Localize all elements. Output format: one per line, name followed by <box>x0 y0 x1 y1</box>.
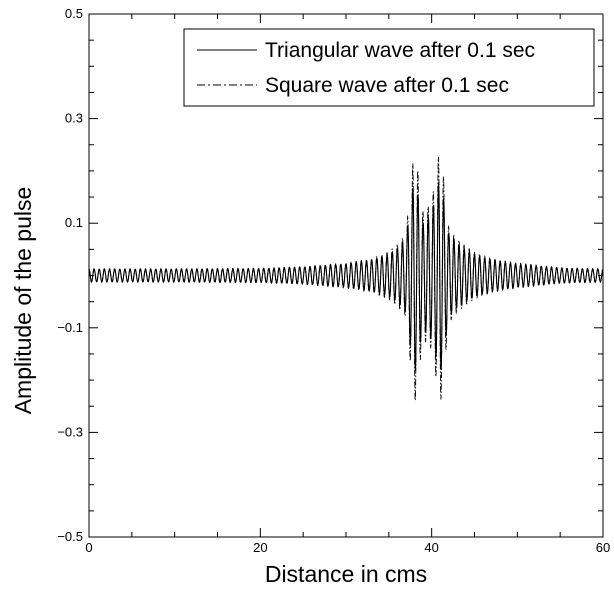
y-tick-label: −0.5 <box>57 529 83 544</box>
legend-box <box>183 28 595 107</box>
plot-area <box>88 156 604 401</box>
series-line-triangular <box>88 181 604 372</box>
legend: Triangular wave after 0.1 sec Square wav… <box>183 28 595 107</box>
y-axis-label: Amplitude of the pulse <box>10 187 36 415</box>
axes: 0 20 40 60 −0.5 −0.3 −0.1 0.1 0.3 0.5 <box>57 6 610 555</box>
x-tick-label: 20 <box>253 540 267 555</box>
y-tick-label: −0.3 <box>57 424 83 439</box>
y-tick-label: −0.1 <box>57 320 83 335</box>
x-axis-label: Distance in cms <box>265 561 427 587</box>
x-tick-label: 0 <box>85 540 92 555</box>
y-tick-label: 0.5 <box>65 6 83 21</box>
y-tick-label: 0.1 <box>65 215 83 230</box>
series-line-square <box>88 156 604 401</box>
legend-label-square: Square wave after 0.1 sec <box>265 74 509 97</box>
legend-label-triangular: Triangular wave after 0.1 sec <box>265 39 535 62</box>
x-tick-label: 40 <box>424 540 438 555</box>
x-tick-label: 60 <box>596 540 610 555</box>
y-tick-label: 0.3 <box>65 111 83 126</box>
